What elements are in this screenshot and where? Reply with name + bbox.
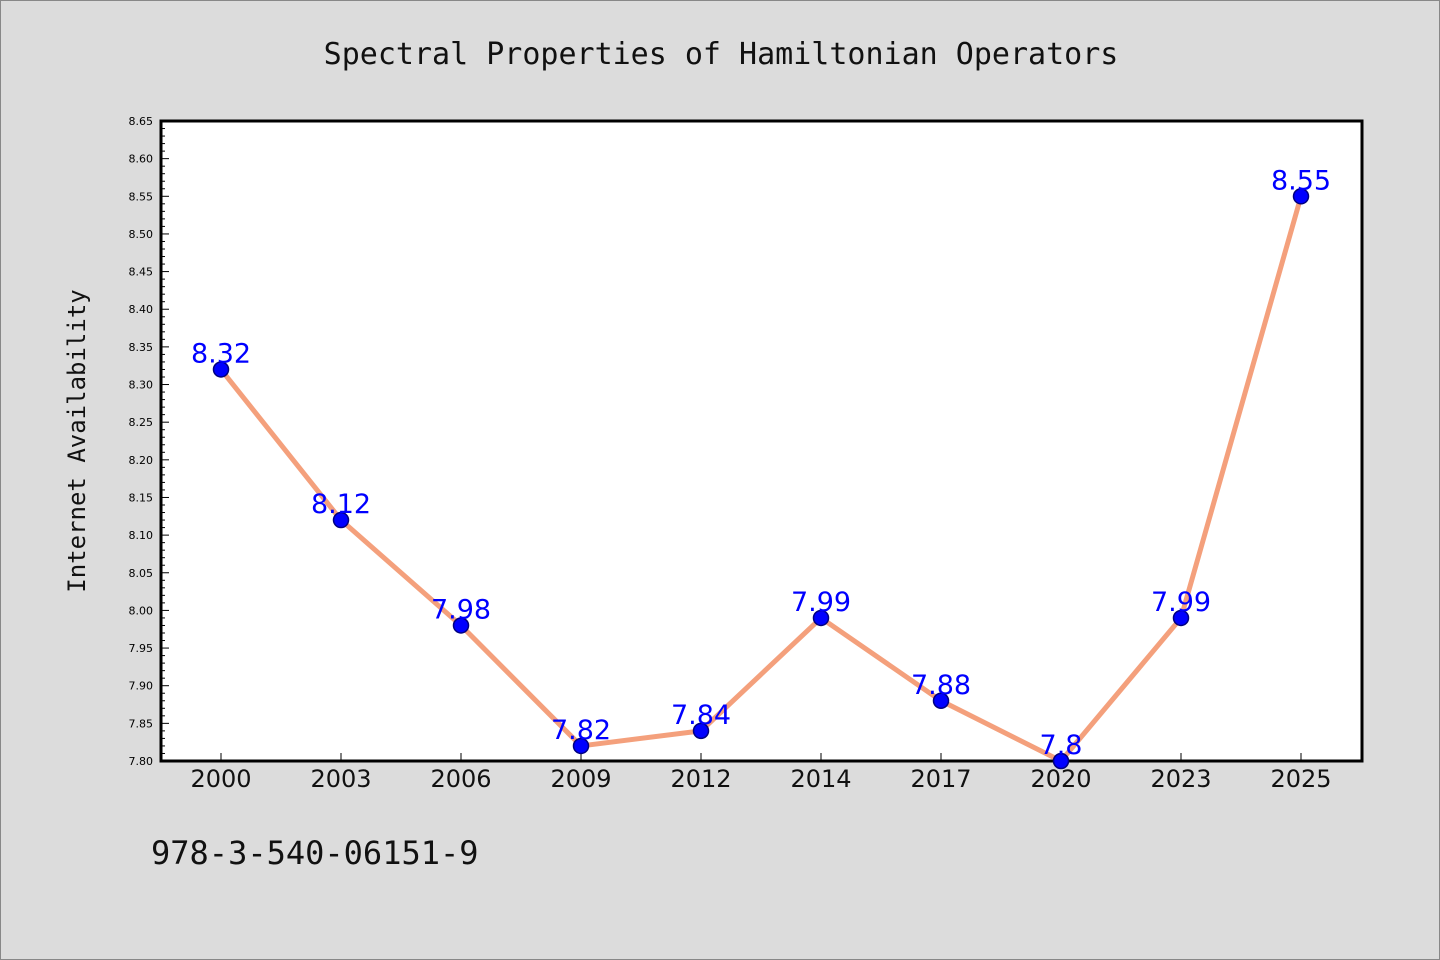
x-tick-label: 2017 (910, 765, 971, 793)
y-tick-label: 8.00 (129, 604, 154, 617)
y-tick-label: 8.20 (129, 454, 154, 467)
data-point-marker (572, 737, 590, 755)
data-label: 7.98 (431, 594, 491, 625)
x-tick-label: 2023 (1150, 765, 1211, 793)
x-tick-label: 2020 (1030, 765, 1091, 793)
y-tick-label: 8.55 (129, 190, 154, 203)
y-tick-label: 8.05 (129, 567, 154, 580)
data-label: 7.88 (911, 670, 971, 701)
data-point-marker (332, 511, 350, 529)
x-tick-label: 2014 (790, 765, 851, 793)
x-tick-label: 2003 (310, 765, 371, 793)
data-point-marker (212, 361, 230, 378)
data-label: 7.99 (1151, 587, 1211, 618)
y-tick-label: 8.30 (129, 379, 154, 392)
data-point-marker (812, 609, 830, 627)
x-tick-label: 2006 (430, 765, 491, 793)
series-line (218, 193, 1304, 764)
data-point-marker (1172, 609, 1190, 627)
y-tick-label: 8.60 (129, 153, 154, 166)
data-point-marker (1052, 752, 1070, 770)
plot-area (159, 119, 1364, 763)
data-label: 7.84 (671, 700, 731, 731)
data-label: 8.32 (191, 338, 251, 369)
x-tick-label: 2000 (190, 765, 251, 793)
y-tick-label: 7.85 (129, 717, 154, 730)
y-axis-label: Internet Availability (63, 289, 91, 592)
data-label: 7.8 (1040, 730, 1083, 761)
y-tick-label: 8.35 (129, 341, 154, 354)
y-tick-label: 8.40 (129, 303, 154, 316)
footnote-text: 978-3-540-06151-9 (151, 834, 479, 872)
data-point-marker (1292, 188, 1310, 205)
y-tick-label: 7.80 (129, 755, 154, 768)
y-tick-label: 8.45 (129, 266, 154, 279)
y-tick-label: 8.10 (129, 529, 154, 542)
plot-area-group: 7.80 7.85 7.90 7.95 8.00 8.05 8.10 8.15 8.20 8.25… (129, 115, 1364, 793)
data-point-marker (932, 692, 950, 710)
data-label: 8.12 (311, 489, 371, 520)
x-tick-label: 2009 (550, 765, 611, 793)
data-label: 7.99 (791, 587, 851, 618)
y-tick-label: 8.50 (129, 228, 154, 241)
x-tick-label: 2025 (1270, 765, 1331, 793)
y-tick-label: 8.25 (129, 416, 154, 429)
x-tick-label: 2012 (670, 765, 731, 793)
y-tick-label: 7.90 (129, 680, 154, 693)
y-tick-label: 7.95 (129, 642, 154, 655)
y-tick-label: 8.65 (129, 115, 154, 128)
chart-title: Spectral Properties of Hamiltonian Opera… (324, 37, 1119, 72)
y-tick-label: 8.15 (129, 491, 154, 504)
data-point-marker (452, 617, 470, 634)
data-point-marker (692, 722, 710, 740)
data-label: 8.55 (1271, 165, 1331, 196)
data-label: 7.82 (551, 715, 611, 746)
